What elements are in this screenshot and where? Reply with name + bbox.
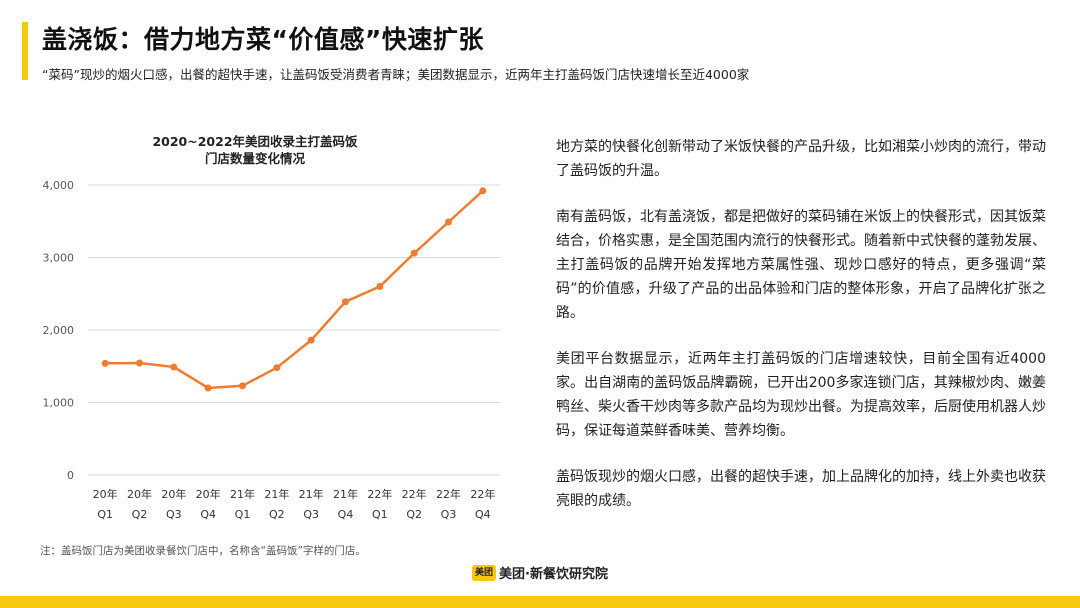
x-tick-label-quarter: Q3 <box>441 508 457 521</box>
data-point <box>273 364 281 372</box>
data-point <box>170 363 178 371</box>
x-tick-label-quarter: Q1 <box>372 508 388 521</box>
x-tick-label-year: 22年 <box>470 487 495 501</box>
x-tick-label-year: 22年 <box>367 487 392 501</box>
brand-name: 美团·新餐饮研究院 <box>499 567 608 582</box>
data-point <box>136 359 143 367</box>
data-point <box>204 384 212 392</box>
x-tick-label-year: 20年 <box>161 487 186 501</box>
body-text: 地方菜的快餐化创新带动了米饭快餐的产品升级，比如湘菜小炒肉的流行，带动了盖码饭的… <box>556 135 1046 535</box>
body-paragraph-4: 盖码饭现炒的烟火口感，出餐的超快手速，加上品牌化的加持，线上外卖也收获亮眼的成绩… <box>556 469 1046 509</box>
x-tick-label-quarter: Q3 <box>303 508 319 521</box>
bottom-accent-bar <box>0 596 1080 608</box>
x-tick-label-year: 20年 <box>93 487 118 501</box>
footnote: 注：盖码饭门店为美团收录餐饮门店中，名称含“盖码饭”字样的门店。 <box>40 545 366 557</box>
x-tick-label-quarter: Q1 <box>97 508 113 521</box>
page-title: 盖浇饭：借力地方菜“价值感”快速扩张 <box>42 25 484 54</box>
data-point <box>342 298 349 306</box>
brand-logo: 美团 美团·新餐饮研究院 <box>472 563 608 582</box>
x-tick-label-year: 20年 <box>196 487 221 501</box>
x-tick-label-quarter: Q2 <box>406 508 422 521</box>
series-line <box>103 189 485 390</box>
x-tick-label-year: 21年 <box>299 487 324 501</box>
body-paragraph-2: 南有盖码饭，北有盖浇饭，都是把做好的菜码铺在米饭上的快餐形式，因其饭菜结合，价格… <box>556 209 1046 321</box>
body-paragraph-3: 美团平台数据显示，近两年主打盖码饭的门店增速较快，目前全国有近4000家。出自湖… <box>556 351 1046 439</box>
y-tick-label: 3,000 <box>43 252 75 265</box>
x-tick-label-quarter: Q4 <box>338 508 354 521</box>
x-tick-label-quarter: Q4 <box>475 508 491 521</box>
x-tick-label-year: 21年 <box>264 487 289 501</box>
x-tick-label-year: 21年 <box>230 487 255 501</box>
x-tick-label-quarter: Q4 <box>200 508 216 521</box>
y-tick-label: 2,000 <box>43 324 75 337</box>
x-tick-label-year: 20年 <box>127 487 152 501</box>
data-point <box>101 359 109 367</box>
data-point <box>410 249 418 257</box>
x-tick-label-quarter: Q2 <box>132 508 148 521</box>
y-tick-label: 0 <box>67 469 74 482</box>
body-paragraph-1: 地方菜的快餐化创新带动了米饭快餐的产品升级，比如湘菜小炒肉的流行，带动了盖码饭的… <box>556 139 1046 179</box>
title-accent-bar <box>22 22 28 80</box>
data-point <box>479 187 487 195</box>
x-tick-label-year: 21年 <box>333 487 358 501</box>
chart-title-line-1: 2020~2022年美团收录主打盖码饭 <box>152 134 358 149</box>
y-tick-label: 4,000 <box>43 179 75 192</box>
x-tick-label-year: 22年 <box>402 487 427 501</box>
data-point <box>307 336 315 344</box>
x-tick-label-year: 22年 <box>436 487 461 501</box>
data-point <box>445 218 452 226</box>
x-tick-label-quarter: Q2 <box>269 508 285 521</box>
x-tick-label-quarter: Q1 <box>235 508 251 521</box>
chart-title-line-2: 门店数量变化情况 <box>204 151 305 166</box>
x-tick-label-quarter: Q3 <box>166 508 182 521</box>
data-point <box>239 382 246 390</box>
y-tick-label: 1,000 <box>43 397 75 410</box>
chart-title: 2020~2022年美团收录主打盖码饭 门店数量变化情况 <box>130 133 380 167</box>
line-chart: 0 1,000 2,000 3,000 4,000 20年 Q1 20年 Q2 20年 Q3 20年 Q… <box>43 179 500 521</box>
page-subtitle: “菜码”现炒的烟火口感，出餐的超快手速，让盖码饭受消费者青睐；美团数据显示，近两… <box>42 67 750 82</box>
meituan-logo-icon: 美团 <box>472 564 497 581</box>
data-point <box>376 283 384 290</box>
